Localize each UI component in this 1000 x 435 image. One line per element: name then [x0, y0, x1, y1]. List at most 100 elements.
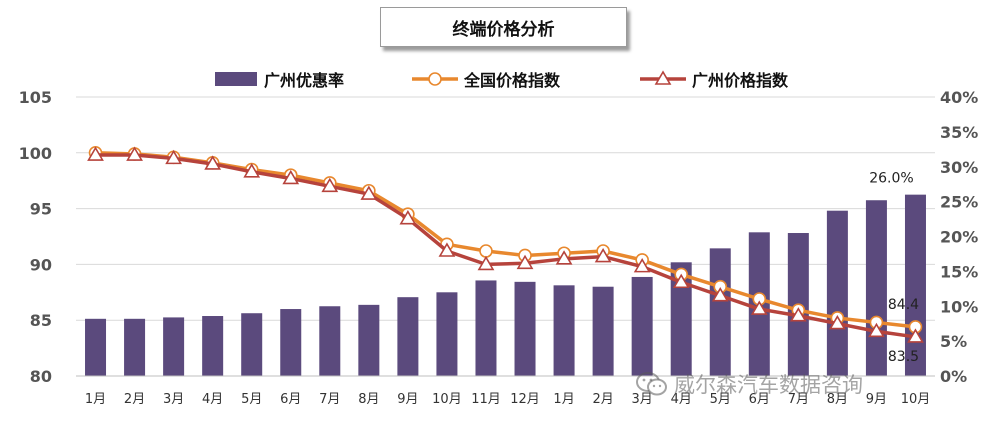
data-labels: 26.0% 84.4 83.5: [869, 171, 919, 365]
data-label-guangzhou-last: 83.5: [888, 349, 919, 365]
point: [282, 169, 300, 185]
bar: [319, 306, 341, 376]
bar: [241, 313, 263, 376]
legend-label: 广州价格指数: [692, 71, 789, 90]
y-right-tick-label: 35%: [940, 123, 978, 142]
x-tick-label: 7月: [788, 392, 809, 407]
bar: [358, 304, 380, 376]
bar: [826, 210, 848, 376]
y-right-tick-label: 25%: [940, 193, 978, 212]
point: [594, 248, 612, 263]
x-tick-label: 2月: [592, 392, 613, 407]
x-tick-label: 1月: [85, 392, 106, 407]
y-left-tick-label: 105: [19, 88, 52, 107]
bar: [865, 200, 887, 376]
y-right-tick-label: 30%: [940, 158, 978, 177]
chart-title: 终端价格分析: [380, 7, 627, 47]
line-series-guangzhou-index: [87, 146, 924, 343]
x-tick-label: 12月: [510, 392, 540, 407]
point: [477, 255, 495, 271]
x-tick-label: 5月: [710, 392, 731, 407]
bar: [397, 297, 419, 376]
point: [126, 146, 143, 161]
y-right-tick-label: 10%: [940, 297, 978, 316]
legend-label: 广州优惠率: [264, 71, 344, 90]
x-tick-label: 3月: [632, 392, 653, 407]
line-series-group: [87, 146, 924, 343]
x-tick-label: 6月: [280, 392, 301, 407]
axes: 80 85 90 95 100 105 0% 5% 10% 15% 20% 25% 30% 35% 40% 1…: [19, 88, 979, 407]
point: [165, 149, 183, 165]
point: [789, 307, 807, 322]
bar: [475, 280, 497, 376]
wechat-icon: [636, 371, 668, 397]
y-right-tick-label: 0%: [940, 367, 967, 386]
legend-marker-triangle: [654, 70, 672, 85]
y-left-tick-label: 85: [30, 311, 52, 330]
point: [87, 146, 104, 161]
data-label-national-last: 84.4: [888, 297, 919, 313]
x-tick-label: 9月: [397, 392, 418, 407]
point: [750, 300, 768, 315]
bar: [631, 276, 653, 376]
point: [360, 185, 378, 200]
bar: [514, 281, 536, 376]
x-tick-label: 8月: [827, 392, 848, 407]
point: [321, 177, 339, 193]
data-label-bar-last: 26.0%: [869, 171, 913, 187]
bar: [592, 286, 614, 376]
point: [555, 250, 573, 265]
y-right-tick-label: 5%: [940, 332, 967, 351]
y-right-tick-label: 15%: [940, 262, 978, 281]
point: [633, 258, 651, 273]
point: [907, 328, 924, 343]
y-left-tick-label: 80: [30, 367, 52, 386]
point: [516, 254, 534, 270]
x-tick-label: 6月: [749, 392, 770, 407]
legend-swatch-bar: [215, 72, 257, 86]
bar: [85, 318, 107, 376]
bar-series-guangzhou-discount: [85, 194, 926, 376]
y-left-tick-label: 90: [30, 255, 52, 274]
point: [399, 210, 417, 225]
x-tick-label: 8月: [358, 392, 379, 407]
x-tick-label: 10月: [432, 392, 462, 407]
x-tick-label: 7月: [319, 392, 340, 407]
x-tick-label: 3月: [163, 392, 184, 407]
watermark-text: 威尔森汽车数据咨询: [674, 373, 863, 397]
point: [828, 314, 846, 330]
point: [711, 287, 729, 302]
x-tick-label: 2月: [124, 392, 145, 407]
x-tick-label: 5月: [241, 392, 262, 407]
bar: [163, 317, 185, 376]
x-tick-label: 4月: [202, 392, 223, 407]
point: [204, 155, 222, 170]
point: [438, 242, 456, 257]
x-tick-label: 1月: [553, 392, 574, 407]
point: [672, 273, 690, 289]
x-tick-label: 10月: [901, 392, 931, 407]
point: [479, 244, 493, 258]
bar: [709, 248, 731, 376]
bar: [280, 309, 302, 376]
x-tick-label: 11月: [471, 392, 501, 407]
y-right-tick-label: 40%: [940, 88, 978, 107]
y-left-tick-label: 100: [19, 144, 52, 163]
bar: [553, 285, 575, 376]
y-right-tick-label: 20%: [940, 228, 978, 247]
bar: [202, 316, 224, 376]
series-line: [95, 153, 916, 339]
bar: [670, 262, 692, 376]
y-left-tick-label: 95: [30, 200, 52, 219]
bar: [124, 318, 146, 376]
point: [868, 322, 885, 338]
x-tick-label: 9月: [866, 392, 887, 407]
watermark: 威尔森汽车数据咨询: [636, 366, 863, 402]
legend-label: 全国价格指数: [463, 71, 561, 90]
legend-marker-circle: [428, 72, 442, 86]
point: [243, 163, 261, 178]
bar: [436, 292, 458, 376]
legend: 广州优惠率 全国价格指数 广州价格指数: [215, 70, 789, 90]
x-tick-label: 4月: [671, 392, 692, 407]
